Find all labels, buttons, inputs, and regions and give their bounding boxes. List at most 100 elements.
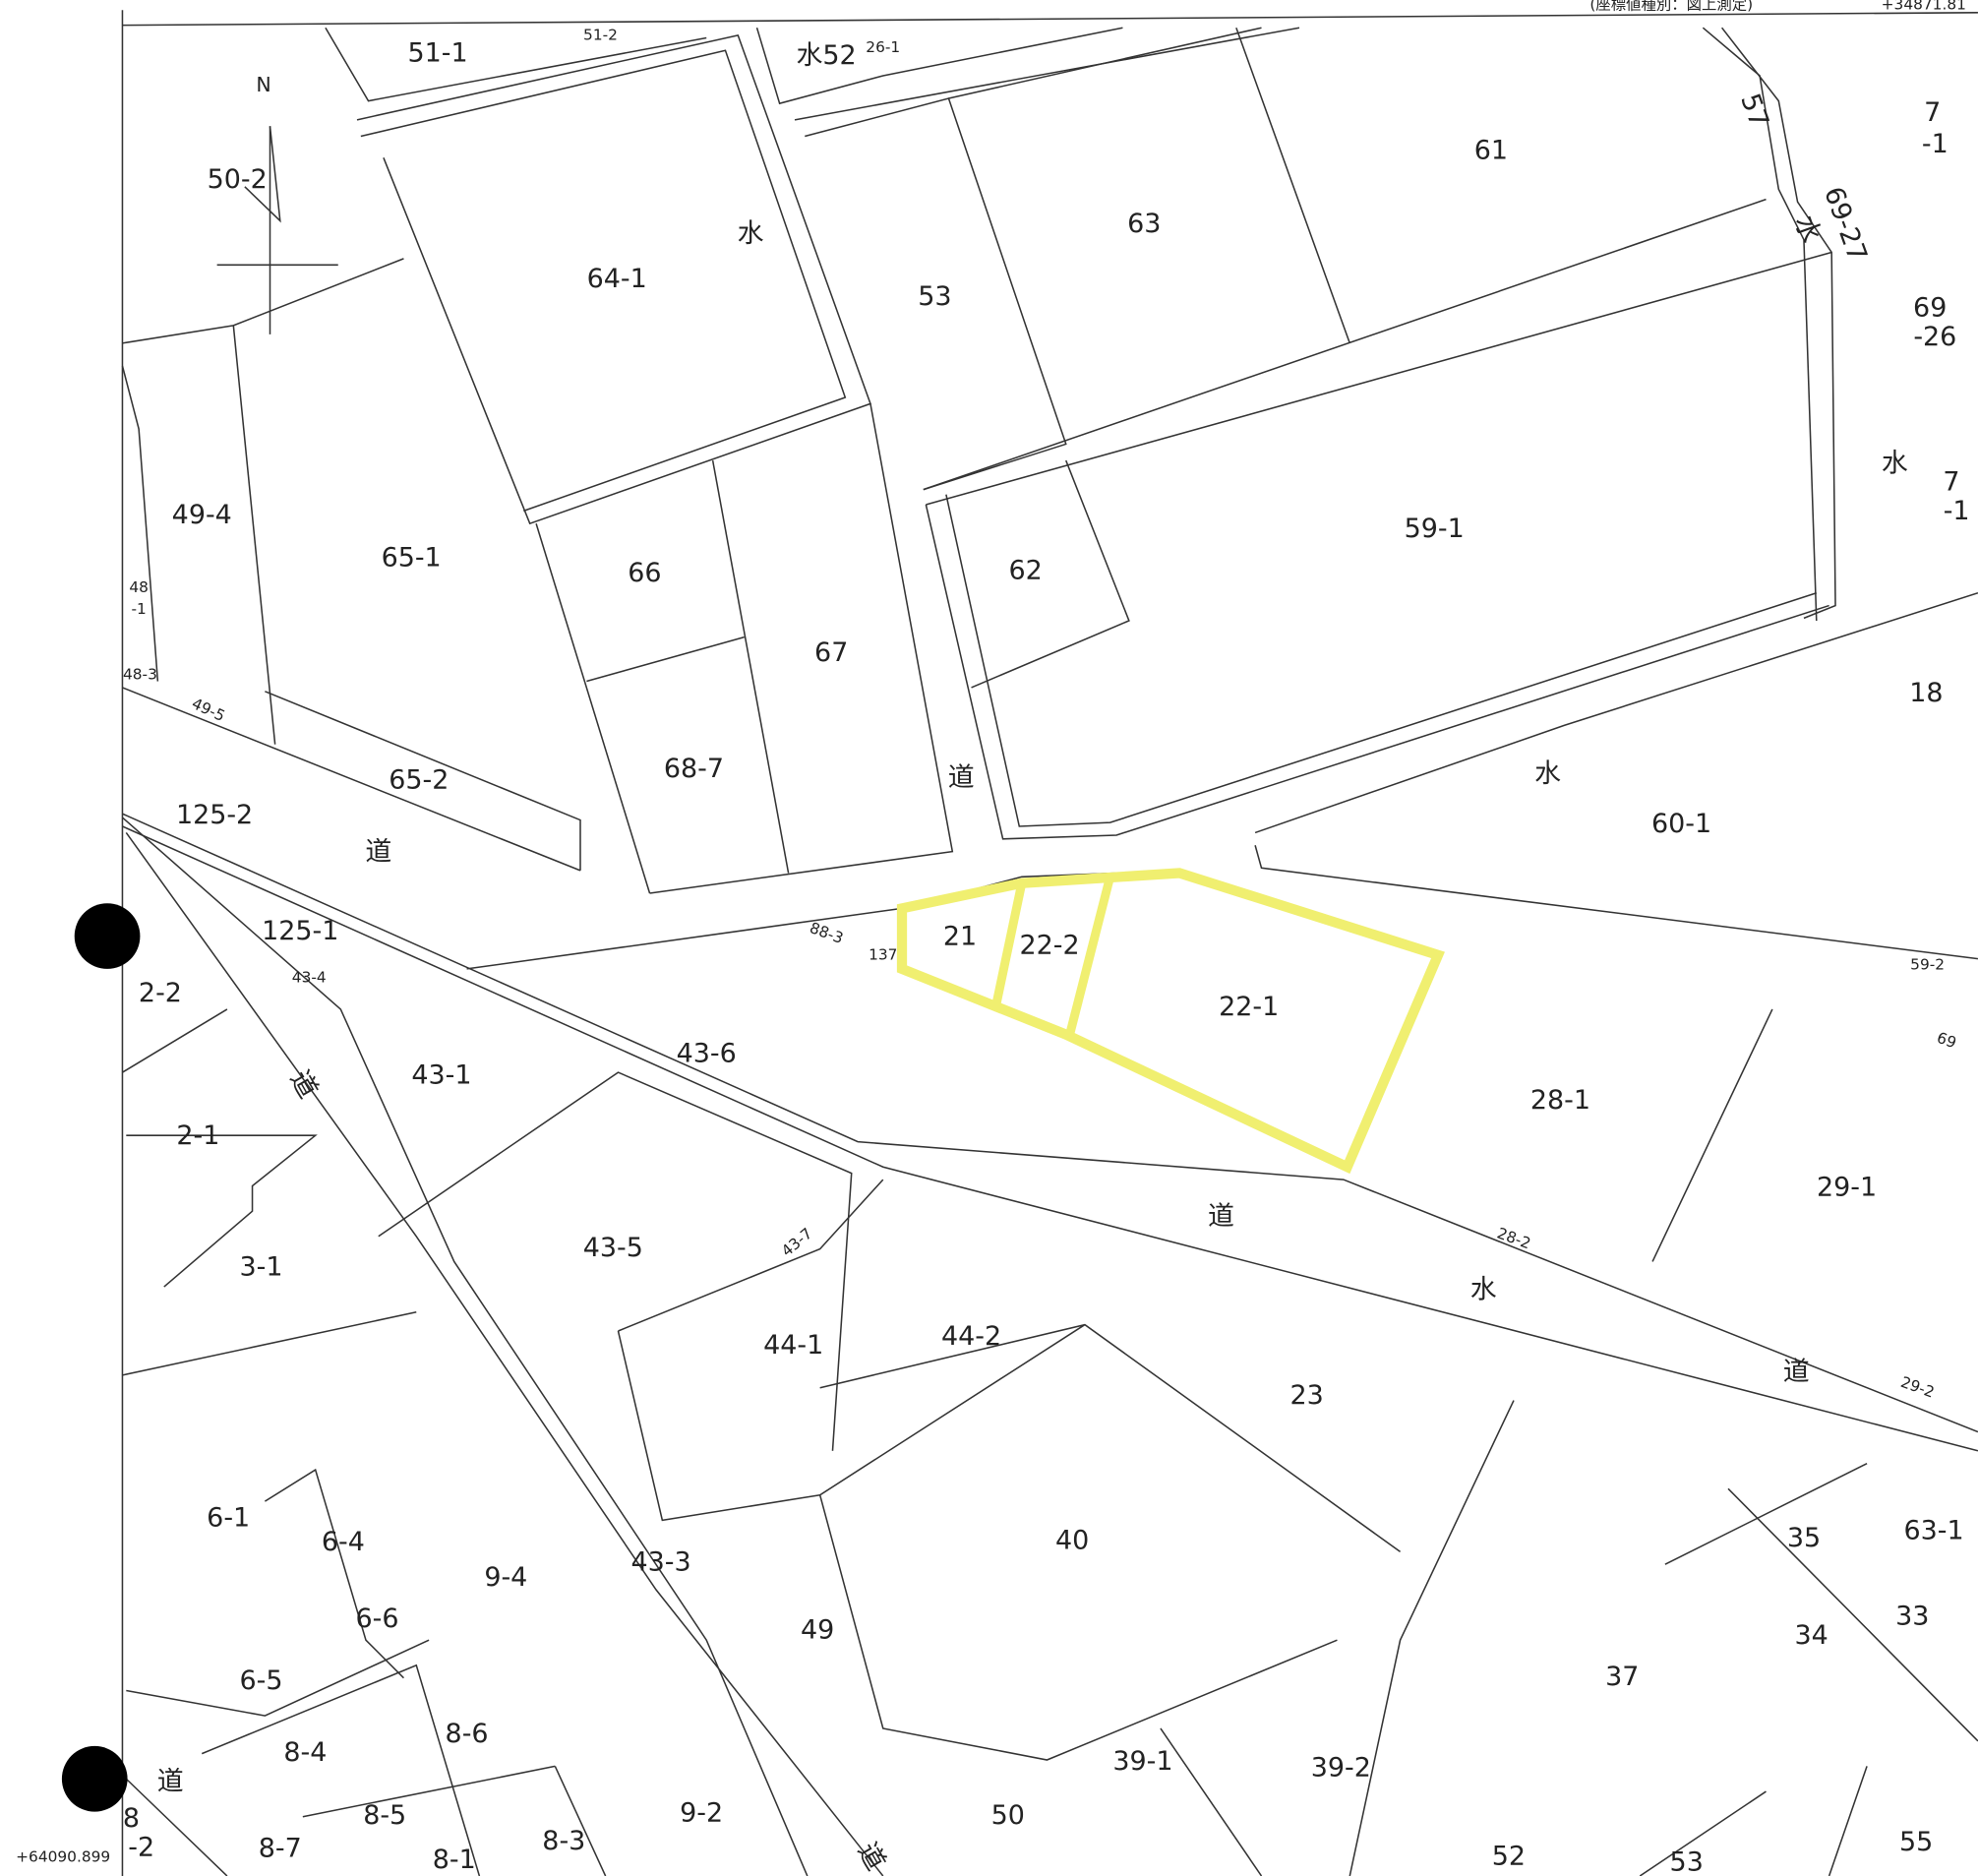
parcel-label: 7: [1924, 97, 1941, 128]
parcel-label: -26: [1913, 322, 1956, 352]
parcel-label: 26-1: [866, 38, 900, 56]
parcel-label: 39-1: [1112, 1746, 1172, 1777]
parcel-label: 125-2: [176, 800, 253, 830]
parcel-label: 59-1: [1405, 514, 1465, 544]
parcel-label: 49-5: [189, 695, 227, 725]
parcel-label: 29-1: [1817, 1173, 1877, 1203]
parcel-label: 21: [943, 921, 977, 951]
punch-hole: [75, 903, 141, 969]
parcel-label: 2-1: [176, 1120, 219, 1151]
parcel-label: 63-1: [1903, 1515, 1963, 1545]
parcel-label: 51-1: [408, 38, 468, 69]
parcel-label: 水: [1882, 448, 1908, 478]
parcel-label: 88-3: [808, 919, 846, 947]
parcel-label: 49: [801, 1615, 834, 1646]
parcel-label: 59-2: [1910, 956, 1945, 974]
parcel-label: 道: [1208, 1201, 1234, 1232]
parcel-label: 水: [738, 218, 764, 249]
coordinate-y: +64090.899: [16, 1847, 110, 1865]
parcel-label: 37: [1605, 1662, 1639, 1692]
parcel-label: 65-1: [382, 543, 442, 574]
parcel-label: 水52: [796, 40, 856, 71]
parcel-label: 43-6: [677, 1039, 737, 1069]
parcel-label: 22-1: [1219, 992, 1279, 1022]
parcel-label: 48: [129, 578, 149, 596]
parcel-label: -1: [131, 600, 146, 618]
parcel-label: 道: [1783, 1357, 1810, 1387]
parcel-label: 61: [1474, 135, 1508, 165]
parcel-label: 28-1: [1530, 1085, 1590, 1116]
parcel-label: 34: [1795, 1620, 1828, 1651]
parcel-label: 43-5: [583, 1233, 643, 1263]
parcel-label: 50: [991, 1800, 1025, 1831]
parcel-label: 23: [1290, 1380, 1324, 1411]
parcel-label: 68-7: [664, 754, 724, 784]
coordinate-note: (座標値種別：図上測定): [1589, 0, 1753, 14]
parcel-label: 8-4: [283, 1737, 327, 1768]
parcel-label: 65-2: [389, 764, 449, 795]
parcel-label: 29-2: [1898, 1373, 1937, 1402]
parcel-label: 69: [1913, 293, 1947, 324]
parcel-label: 2-2: [139, 978, 182, 1008]
page: (座標値種別：図上測定) +34871.81 +64090.899 N 50-2…: [0, 0, 1978, 1876]
parcel-label: 7: [1943, 467, 1959, 498]
parcel-label: 8-5: [363, 1800, 406, 1831]
parcel-label: 6-4: [322, 1527, 365, 1557]
parcel-label: 49-4: [172, 500, 232, 530]
parcel-label: 51-2: [583, 26, 618, 43]
parcel-label: 43-3: [631, 1546, 691, 1577]
parcel-label: 22-2: [1020, 930, 1080, 960]
coordinate-x: +34871.81: [1882, 0, 1966, 14]
parcel-label: 8-6: [446, 1719, 489, 1749]
map: (座標値種別：図上測定) +34871.81 +64090.899 N 50-2…: [0, 0, 1978, 1876]
parcel-label: 43-7: [778, 1225, 815, 1260]
parcel-label: 道: [948, 762, 975, 793]
punch-hole: [62, 1746, 128, 1812]
parcel-label: -2: [128, 1832, 154, 1862]
parcel-label: 28-2: [1495, 1224, 1533, 1252]
parcel-label: 33: [1895, 1602, 1929, 1632]
parcel-label: 43-1: [411, 1059, 471, 1090]
highlight-parcels: [902, 873, 1438, 1167]
parcel-label: 9-4: [484, 1562, 527, 1593]
parcel-label: 137: [869, 945, 897, 963]
parcel-label: 8: [123, 1803, 140, 1834]
parcel-label: 55: [1899, 1827, 1933, 1857]
parcel-label: 6-5: [240, 1665, 283, 1696]
parcel-label: 62: [1009, 555, 1043, 585]
parcel-label: 水: [1534, 758, 1561, 789]
parcel-label: 水: [1470, 1274, 1497, 1304]
parcel-label: 52: [1492, 1841, 1526, 1871]
parcel-label: 35: [1787, 1523, 1821, 1553]
parcel-label: 44-1: [763, 1330, 823, 1361]
parcel-label: 6-1: [207, 1503, 250, 1534]
parcel-label: 水: [1788, 212, 1826, 247]
parcel-label: 3-1: [240, 1251, 283, 1282]
parcel-label: 道: [365, 836, 391, 867]
parcel-label: -1: [1922, 129, 1948, 159]
parcel-label: 125-1: [262, 916, 338, 946]
parcel-label: 60-1: [1651, 809, 1711, 839]
parcel-label: 50-2: [208, 164, 268, 195]
parcel-label: 40: [1055, 1526, 1089, 1556]
parcel-label: 道: [157, 1767, 184, 1797]
parcel-label: 64-1: [587, 264, 647, 294]
parcel-label: 39-2: [1311, 1752, 1371, 1783]
parcel-label: 44-2: [941, 1321, 1001, 1352]
highlight-divider: [996, 883, 1022, 1003]
parcel-label: -1: [1944, 496, 1970, 526]
parcel-label: 66: [628, 558, 661, 588]
parcel-label: 69: [1935, 1029, 1959, 1053]
parcel-label: 8-7: [259, 1834, 302, 1864]
parcel-label: 9-2: [680, 1798, 723, 1829]
parcel-label: 48-3: [123, 666, 157, 684]
parcel-label: 63: [1127, 209, 1161, 239]
parcel-label: 8-1: [433, 1845, 476, 1875]
north-label: N: [256, 73, 270, 96]
parcel-label: 18: [1909, 678, 1943, 708]
parcel-label: 8-3: [542, 1826, 585, 1856]
parcel-label: 53: [918, 281, 951, 312]
parcel-label: 67: [814, 637, 848, 668]
parcel-label: 53: [1670, 1847, 1704, 1876]
parcel-label: 6-6: [356, 1604, 399, 1634]
